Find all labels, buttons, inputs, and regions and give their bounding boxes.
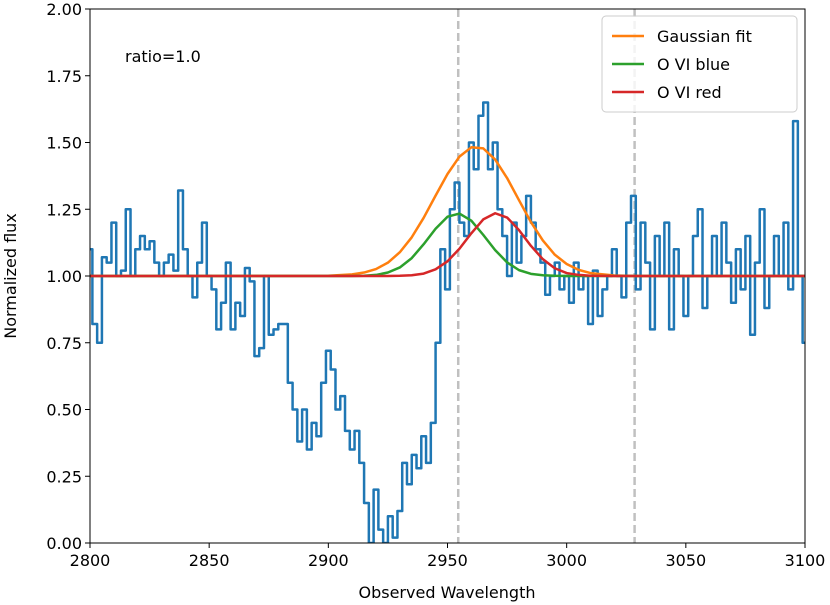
overlay: 2800 2850 2900 2950 3000 3050 3100 0.00 0.25 0.50… [46,0,825,570]
x-tick-label: 3000 [546,551,587,570]
legend-box [601,15,798,113]
y-tick-label: 0.50 [46,401,82,420]
y-tick-label: 0.75 [46,334,82,353]
x-tick-label: 2800 [70,551,111,570]
y-tick-label: 0.25 [46,467,82,486]
x-tick-label: 2950 [427,551,468,570]
legend-label: Gaussian fit [657,27,752,46]
legend-label: O VI red [657,83,722,102]
y-tick-label: 1.75 [46,67,82,86]
annotation: ratio=1.0 [125,47,201,66]
x-tick-label: 2900 [308,551,349,570]
x-tick-label: 3050 [665,551,706,570]
y-tick-label: 2.00 [46,0,82,19]
y-tick-label: 1.00 [46,267,82,286]
y-axis-label: Normalized flux [1,213,20,339]
x-tick-label: 3100 [785,551,826,570]
y-tick-label: 1.50 [46,134,82,153]
legend-label: O VI blue [657,55,730,74]
y-tick-label: 1.25 [46,200,82,219]
fit-line [90,146,805,278]
x-tick-label: 2850 [189,551,230,570]
x-axis-label: Observed Wavelength [359,583,536,602]
fit-line [90,212,805,278]
y-tick-label: 0.00 [46,534,82,553]
spectrum-line [90,101,805,543]
